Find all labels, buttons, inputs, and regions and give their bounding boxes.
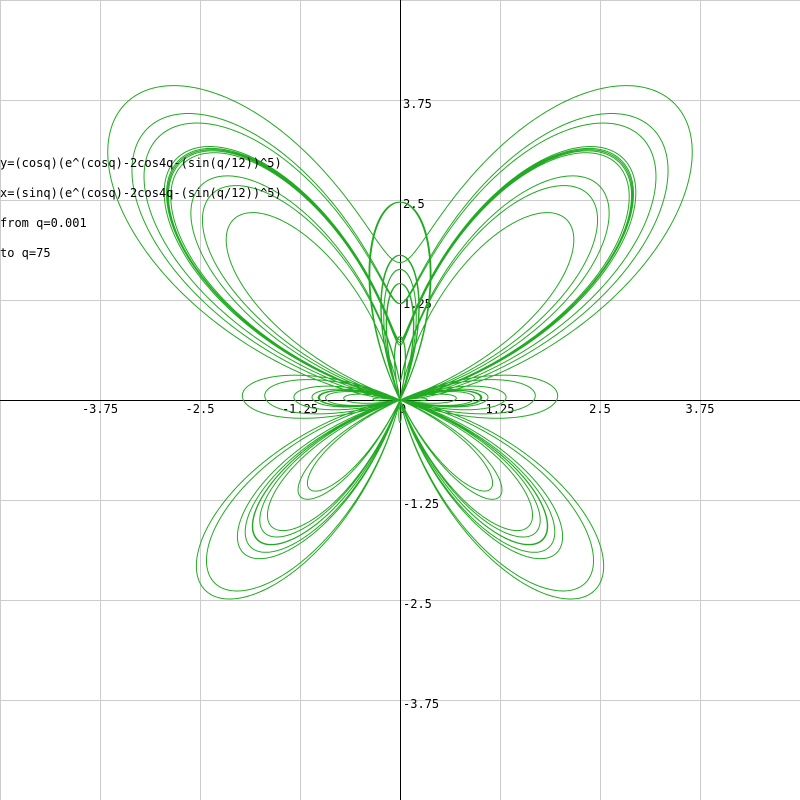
annotation-line-x-equation: x=(sinq)(e^(cosq)-2cos4q-(sin(q/12))^5) (0, 186, 282, 200)
butterfly-curve (107, 85, 693, 600)
x-tick-label: -1.25 (282, 402, 318, 416)
y-tick-label: -2.5 (403, 597, 432, 611)
annotation-line-to: to q=75 (0, 246, 51, 260)
tick-labels: -3.75 -2.5 -1.25 1.25 2.5 3.753.752.51.25-1.2… (82, 97, 715, 711)
x-tick-label: -2.5 (186, 402, 215, 416)
equation-annotation: y=(cosq)(e^(cosq)-2cos4q-(sin(q/12))^5) … (0, 141, 282, 276)
x-tick-label: 3.75 (686, 402, 715, 416)
x-tick-label: -3.75 (82, 402, 118, 416)
y-tick-label: -3.75 (403, 697, 439, 711)
annotation-line-y-equation: y=(cosq)(e^(cosq)-2cos4q-(sin(q/12))^5) (0, 156, 282, 170)
y-tick-label: 2.5 (403, 197, 425, 211)
y-tick-label: -1.25 (403, 497, 439, 511)
x-tick-label: 2.5 (589, 402, 611, 416)
curves (107, 85, 693, 600)
annotation-line-from: from q=0.001 (0, 216, 87, 230)
x-tick-label: 1.25 (486, 402, 515, 416)
y-tick-label: 3.75 (403, 97, 432, 111)
